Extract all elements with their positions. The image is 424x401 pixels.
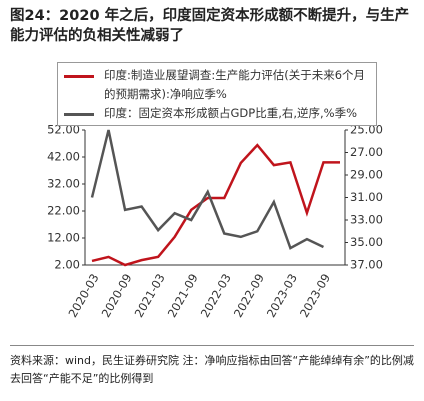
y2-tick-label: 35.00 xyxy=(350,235,383,249)
x-tick-label: 2021-03 xyxy=(132,271,168,320)
x-tick-label: 2023-09 xyxy=(297,271,333,320)
legend-label: 印度:制造业展望调查:生产能力评估(关于未来6个月的预期需求):净响应季% xyxy=(104,68,366,101)
y2-tick-label: 31.00 xyxy=(350,190,383,204)
x-tick-label: 2020-09 xyxy=(99,271,135,320)
source-note: 资料来源：wind，民生证券研究院 注：净响应指标由回答“产能绰绰有余”的比例减… xyxy=(10,354,414,385)
divider xyxy=(10,345,414,346)
chart: 2.00 12.00 22.00 32.00 42.00 52.00 25.00 27.00 2… xyxy=(47,123,383,320)
legend: 印度:制造业展望调查:生产能力评估(关于未来6个月的预期需求):净响应季% 印度… xyxy=(57,62,377,126)
legend-item: 印度:制造业展望调查:生产能力评估(关于未来6个月的预期需求):净响应季% xyxy=(64,66,372,104)
y-tick-label: 32.00 xyxy=(47,177,80,191)
x-tick-label: 2022-09 xyxy=(231,271,267,320)
y2-tick-label: 25.00 xyxy=(350,123,383,137)
legend-item: 印度：固定资本形成额占GDP比重,右,逆序,%季% xyxy=(64,104,372,123)
y-tick-label: 2.00 xyxy=(54,258,80,272)
y-tick-label: 42.00 xyxy=(47,150,80,164)
y2-tick-label: 33.00 xyxy=(350,213,383,227)
x-tick-label: 2022-03 xyxy=(198,271,234,320)
y-tick-label: 22.00 xyxy=(47,204,80,218)
line-series xyxy=(90,129,325,250)
x-tick-label: 2020-03 xyxy=(65,271,101,320)
legend-label: 印度：固定资本形成额占GDP比重,右,逆序,%季% xyxy=(104,106,358,120)
legend-swatch xyxy=(64,75,94,78)
y2-tick-label: 37.00 xyxy=(350,258,383,272)
y-tick-label: 52.00 xyxy=(47,123,80,137)
legend-swatch xyxy=(64,113,94,116)
y-tick-label: 12.00 xyxy=(47,231,80,245)
x-tick-label: 2023-03 xyxy=(264,271,300,320)
title: 图24：2020 年之后，印度固定资本形成额不断提升，与生产能力评估的负相关性减… xyxy=(10,8,410,44)
y2-tick-label: 29.00 xyxy=(350,168,383,182)
x-tick-label: 2021-09 xyxy=(165,271,201,320)
y2-tick-label: 27.00 xyxy=(350,145,383,159)
line-series xyxy=(91,143,340,267)
